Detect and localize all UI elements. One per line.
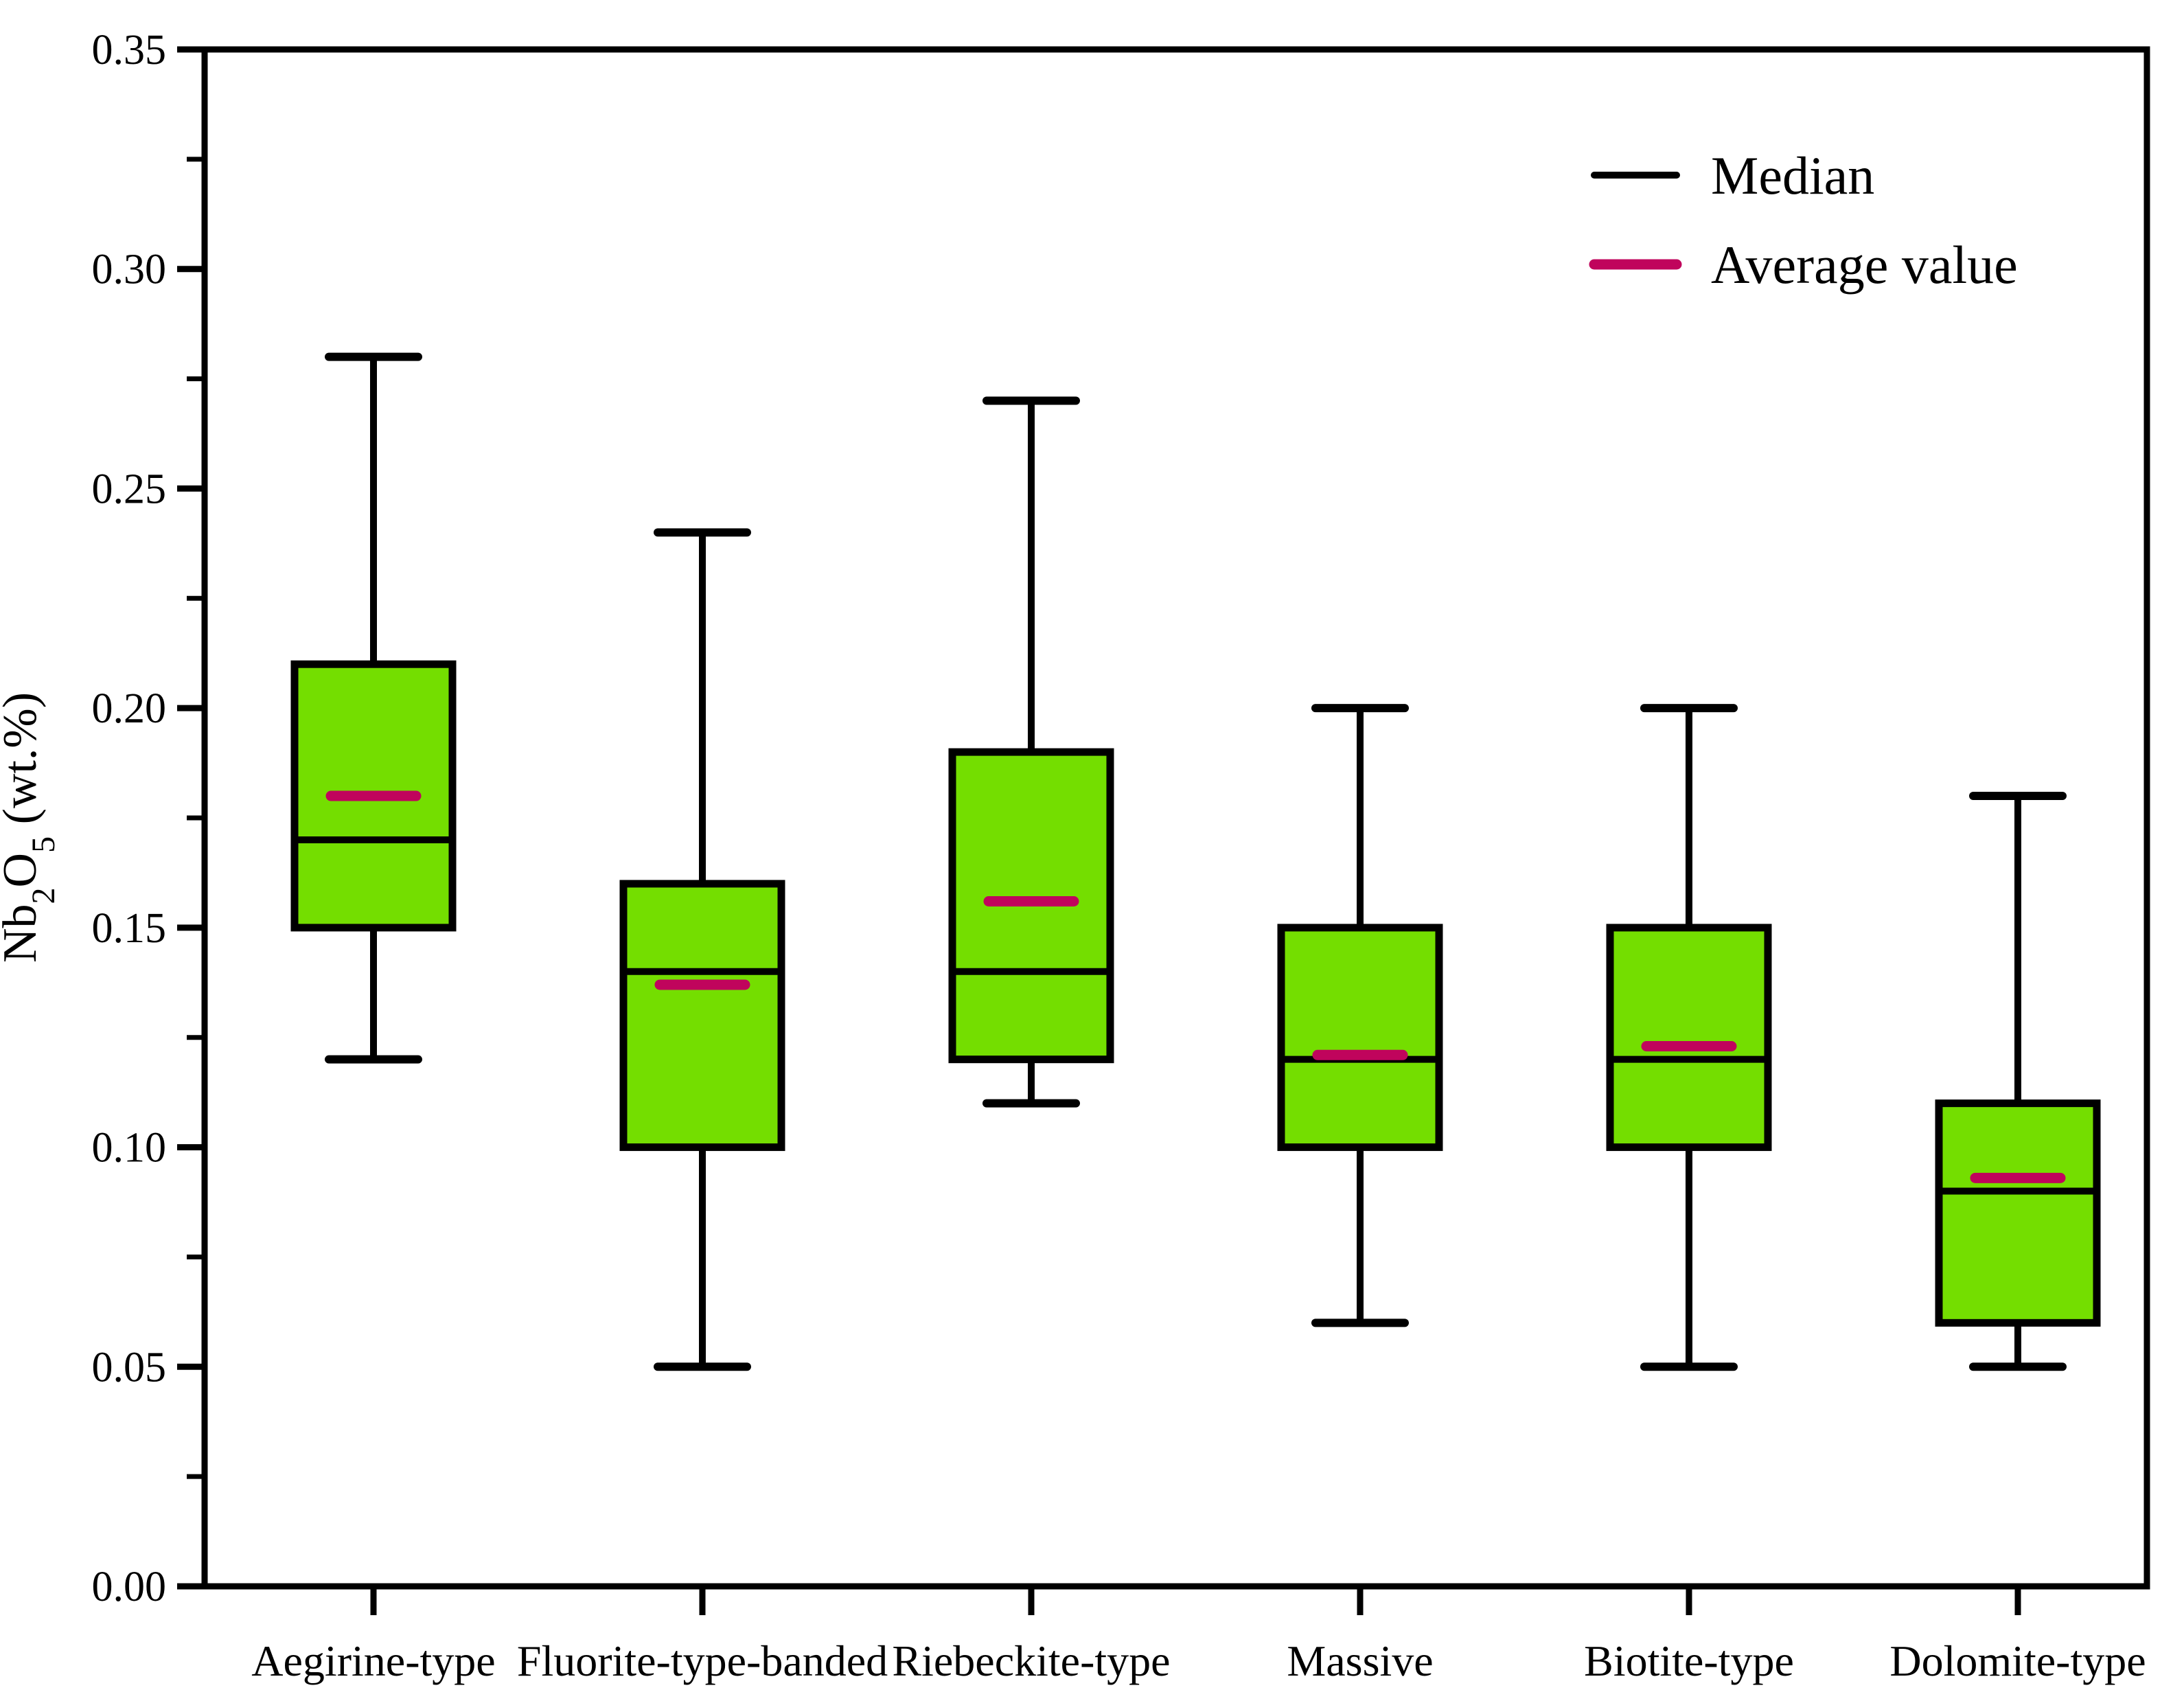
y-axis-tick-label: 0.05 (92, 1344, 167, 1391)
y-axis-tick-label: 0.20 (92, 685, 167, 732)
category-label: Fluorite-type-banded (517, 1636, 888, 1685)
box-Fluorite-type-banded (619, 880, 785, 1152)
box-Massive (1277, 924, 1443, 1152)
box-Aegirine-type (290, 660, 457, 932)
category-label: Biotite-type (1584, 1636, 1794, 1685)
y-axis-tick-label: 0.10 (92, 1125, 167, 1172)
y-axis-tick-label: 0.30 (92, 247, 167, 293)
category-label: Riebeckite-type (892, 1636, 1170, 1685)
legend-median-label: Median (1711, 146, 1874, 205)
category-label: Aegirine-type (251, 1636, 495, 1685)
box-Riebeckite-type (948, 748, 1114, 1064)
box-Biotite-type (1606, 924, 1772, 1152)
y-axis-title: Nb2O5 (wt.%) (0, 692, 62, 963)
y-axis-tick-label: 0.15 (92, 905, 167, 952)
y-axis-tick-label: 0.35 (92, 27, 167, 73)
y-axis-tick-label: 0.00 (92, 1564, 167, 1610)
category-label: Massive (1287, 1636, 1433, 1685)
legend-average-label: Average value (1711, 235, 2018, 295)
box-Dolomite-type (1935, 1099, 2101, 1327)
y-axis-tick-label: 0.25 (92, 466, 167, 512)
category-label: Dolomite-type (1889, 1636, 2146, 1685)
